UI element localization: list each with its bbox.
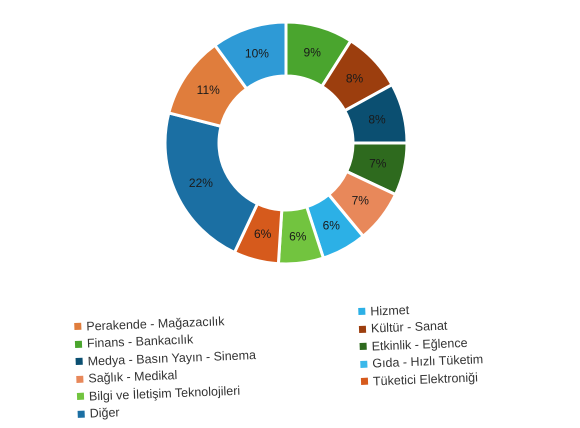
slice-label-9: 11% (197, 83, 220, 97)
legend-left-swatch-3 (76, 375, 84, 383)
legend-right-swatch-1 (358, 325, 367, 333)
legend-right-swatch-0 (358, 307, 366, 316)
slice-label-2: 8% (368, 113, 386, 127)
legend-left-swatch-0 (74, 322, 82, 331)
legend-right-label-1: Kültür - Sanat (370, 318, 448, 336)
slice-label-4: 7% (352, 194, 370, 208)
donut-chart-svg: 9% 8% 8% 7% 7% 6% 6% 6% 22% 11% 10% (163, 20, 409, 266)
slice-label-1: 8% (346, 72, 364, 86)
slice-label-5: 6% (323, 218, 341, 232)
slice-label-3: 7% (369, 157, 387, 171)
legend-right-swatch-2 (359, 342, 367, 351)
slice-10 (212, 20, 288, 91)
legend-left-swatch-4 (76, 392, 85, 401)
slice-label-10: 10% (245, 47, 269, 61)
legend-left-swatch-1 (74, 340, 83, 348)
slice-8 (163, 111, 260, 255)
slice-label-8: 22% (189, 176, 213, 190)
legend-right-label-4: Tüketici Elektroniği (372, 370, 479, 389)
slice-label-0: 9% (304, 46, 322, 60)
legend-right: Hizmet Kültür - Sanat Etkinlik - Eğlence Gı… (358, 298, 484, 390)
slice-label-7: 6% (254, 227, 272, 241)
legend-right-swatch-4 (360, 377, 369, 386)
legend-left-label-5: Diğer (89, 405, 120, 421)
legend-right-label-0: Hizmet (370, 302, 410, 319)
legend-right-swatch-3 (360, 360, 368, 368)
slice-label-6: 6% (289, 229, 307, 243)
legend-right-item-4: Tüketici Elektroniği (360, 368, 485, 390)
legend-left-swatch-5 (77, 410, 85, 418)
legend-left-label-3: Sağlık - Medikal (88, 368, 178, 386)
legend-right-label-2: Etkinlik - Eğlence (371, 335, 468, 354)
legend-left: Perakende - Mağazacılık Finans - Bankacıl… (74, 311, 258, 423)
legend-left-swatch-2 (75, 357, 83, 366)
